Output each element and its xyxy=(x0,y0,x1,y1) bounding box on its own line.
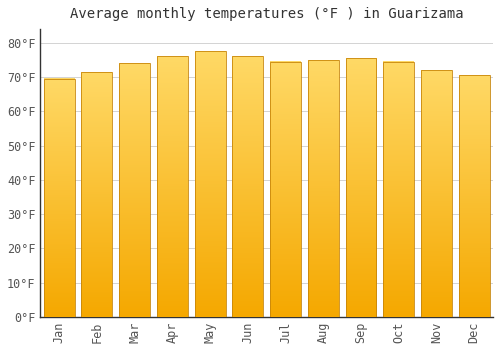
Bar xyxy=(232,56,264,317)
Bar xyxy=(194,51,226,317)
Bar xyxy=(458,75,490,317)
Bar xyxy=(82,72,112,317)
Bar xyxy=(157,56,188,317)
Bar xyxy=(308,60,338,317)
Title: Average monthly temperatures (°F ) in Guarizama: Average monthly temperatures (°F ) in Gu… xyxy=(70,7,464,21)
Bar xyxy=(44,79,74,317)
Bar xyxy=(346,58,376,317)
Bar xyxy=(458,75,490,317)
Bar xyxy=(194,51,226,317)
Bar xyxy=(44,79,74,317)
Bar xyxy=(270,62,301,317)
Bar xyxy=(384,62,414,317)
Bar xyxy=(346,58,376,317)
Bar xyxy=(119,63,150,317)
Bar xyxy=(82,72,112,317)
Bar xyxy=(119,63,150,317)
Bar xyxy=(232,56,264,317)
Bar xyxy=(157,56,188,317)
Bar xyxy=(421,70,452,317)
Bar xyxy=(270,62,301,317)
Bar xyxy=(421,70,452,317)
Bar xyxy=(308,60,338,317)
Bar xyxy=(384,62,414,317)
